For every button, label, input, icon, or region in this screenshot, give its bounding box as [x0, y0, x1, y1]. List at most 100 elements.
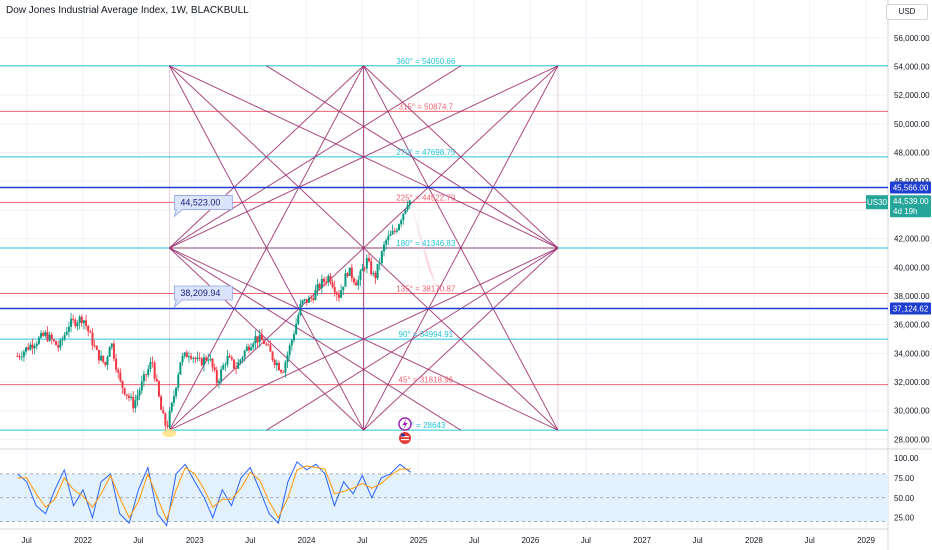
candle-body [230, 357, 233, 360]
candle-body [282, 372, 285, 374]
candle-body [361, 268, 364, 271]
candle-body [65, 331, 68, 335]
candle-body [18, 356, 21, 358]
candle-body [16, 356, 19, 358]
horizontal-line-badge [890, 181, 931, 194]
last-price-symbol-badge [866, 195, 888, 210]
candle-body [207, 359, 210, 361]
candle-body [365, 258, 368, 269]
candle-body [20, 356, 23, 358]
candle-body [134, 400, 137, 409]
candle-body [258, 334, 261, 343]
currency-button[interactable]: USD [886, 4, 928, 20]
candle-body [237, 362, 240, 369]
candle-body [265, 343, 268, 345]
candle-body [115, 358, 118, 370]
stochastic-tick-label: 100.00 [894, 454, 919, 463]
candle-body [85, 320, 88, 326]
candle-body [288, 345, 291, 355]
candle-body [241, 357, 244, 360]
candle-body [322, 278, 325, 282]
candle-body [316, 283, 319, 290]
chart-title: Dow Jones Industrial Average Index, 1W, … [6, 5, 249, 16]
candle-body [185, 352, 188, 358]
us-flag-icon[interactable] [399, 432, 411, 444]
candle-body [44, 332, 47, 336]
candle-body [46, 332, 49, 341]
candle-body [166, 425, 169, 427]
candle-body [89, 331, 92, 333]
gann-level-label: 225° = 44522.79 [396, 193, 456, 202]
time-tick-label: 2025 [410, 536, 428, 545]
time-tick-label: 2026 [521, 536, 539, 545]
candle-body [406, 204, 409, 210]
candle-body [157, 381, 160, 397]
candle-body [404, 209, 407, 214]
gann-level-labels: 360° = 54050.66 315° = 50874.7 270° = 4769… [396, 57, 456, 430]
candle-body [97, 350, 100, 361]
candle-body [76, 323, 79, 327]
price-tick-label: 48,000.00 [894, 149, 930, 158]
candle-body [353, 278, 356, 283]
candle-body [153, 362, 156, 379]
candle-body [350, 267, 353, 279]
candle-body [196, 357, 199, 360]
time-tick-label: 2023 [186, 536, 204, 545]
candle-body [22, 351, 25, 357]
candle-body [355, 282, 358, 286]
candle-body [385, 240, 388, 245]
candle-body [314, 289, 317, 300]
candle-body [52, 339, 55, 342]
candle-body [310, 297, 313, 299]
candle-body [125, 394, 128, 396]
candle-body [42, 332, 45, 336]
candle-body [228, 356, 231, 358]
candle-body [200, 358, 203, 366]
candle-body [280, 370, 283, 373]
candle-body [320, 278, 323, 289]
price-tick-label: 38,000.00 [894, 292, 930, 301]
candle-body [393, 230, 396, 232]
candle-body [112, 343, 115, 359]
gann-level-label: 360° = 54050.66 [396, 57, 456, 66]
candle-body [145, 374, 148, 376]
candle-body [205, 357, 208, 361]
time-tick-label: 2028 [745, 536, 763, 545]
candle-body [67, 326, 70, 332]
candle-body [132, 396, 135, 409]
candle-body [357, 280, 360, 286]
stochastic-tick-label: 75.00 [894, 474, 915, 483]
candle-body [72, 318, 75, 320]
candle-body [329, 275, 332, 283]
candle-body [254, 336, 257, 344]
candle-body [119, 372, 122, 381]
candle-body [290, 340, 293, 346]
gann-line [363, 247, 559, 431]
candle-body [183, 352, 186, 357]
candle-body [252, 343, 255, 348]
price-annotations: 44,523.00 38,209.94 [173, 195, 233, 309]
candle-body [198, 357, 201, 359]
candle-body [177, 374, 180, 388]
candle-body [179, 362, 182, 375]
candle-body [301, 300, 304, 304]
candle-body [340, 290, 343, 298]
candle-body [337, 294, 340, 298]
price-tick-label: 50,000.00 [894, 120, 930, 129]
stochastic-k-line [17, 461, 411, 527]
time-tick-label: Jul [805, 536, 815, 545]
candle-body [31, 344, 34, 349]
candle-body [277, 362, 280, 371]
candle-body [372, 272, 375, 275]
price-tick-label: 42,000.00 [894, 235, 930, 244]
candle-body [389, 234, 392, 236]
candle-body [220, 369, 223, 382]
annotation-text: 38,209.94 [180, 288, 220, 298]
candle-body [408, 200, 411, 205]
candle-body [35, 343, 38, 347]
price-candles [16, 199, 437, 438]
candle-body [327, 275, 330, 283]
gann-line [169, 247, 559, 431]
candle-body [149, 362, 152, 369]
